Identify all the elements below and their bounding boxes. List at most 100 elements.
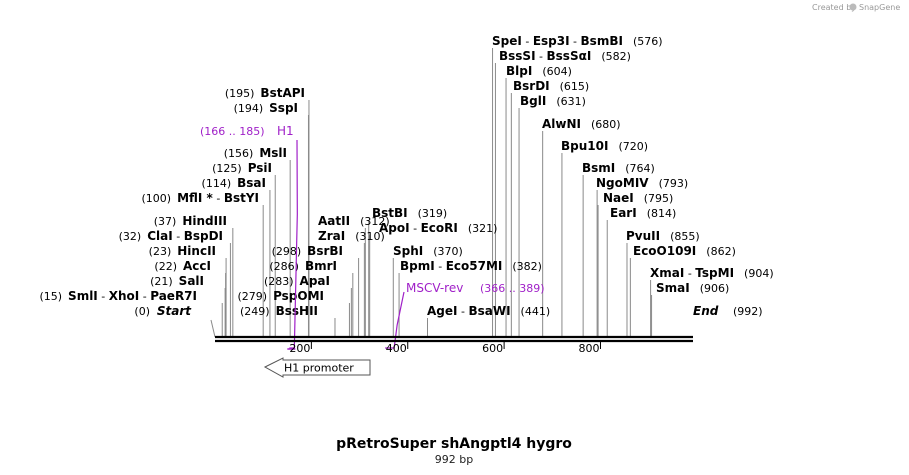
cut-site-xmai-tspmi[interactable]: XmaI - TspMI (904) bbox=[650, 266, 774, 280]
enzyme-name-hincii[interactable]: HincII bbox=[177, 244, 216, 258]
site-names-bmri[interactable]: BmrI bbox=[305, 259, 337, 273]
site-names-zrai[interactable]: ZraI bbox=[318, 229, 345, 243]
enzyme-name-sali[interactable]: SalI bbox=[179, 274, 204, 288]
enzyme-name-bsssi[interactable]: BssSI bbox=[499, 49, 536, 63]
enzyme-name-bstbi[interactable]: BstBI bbox=[372, 206, 408, 220]
site-names-naei[interactable]: NaeI bbox=[603, 191, 634, 205]
enzyme-name-bsmi[interactable]: BsmI bbox=[582, 161, 615, 175]
site-names-bstbi[interactable]: BstBI bbox=[372, 206, 408, 220]
enzyme-name-smai[interactable]: SmaI bbox=[656, 281, 690, 295]
site-names-blpi[interactable]: BlpI bbox=[506, 64, 532, 78]
cut-site-bsrdi[interactable]: BsrDI (615) bbox=[513, 79, 589, 93]
enzyme-name-bsrbi[interactable]: BsrBI bbox=[307, 244, 343, 258]
site-names-agei-bsawi[interactable]: AgeI - BsaWI bbox=[427, 304, 511, 318]
cut-site-clai-bspdi[interactable]: ClaI - BspDI (32) bbox=[119, 229, 223, 243]
site-names-acci[interactable]: AccI bbox=[183, 259, 211, 273]
site-names-pvuii[interactable]: PvuII bbox=[626, 229, 660, 243]
cut-site-aatii[interactable]: AatII (312) bbox=[318, 214, 390, 228]
enzyme-name-bgli[interactable]: BglI bbox=[520, 94, 546, 108]
cut-site-ngomiv[interactable]: NgoMIV (793) bbox=[596, 176, 688, 190]
cut-site-bgli[interactable]: BglI (631) bbox=[520, 94, 586, 108]
cut-site-sali[interactable]: SalI (21) bbox=[150, 274, 204, 288]
enzyme-name-mfli[interactable]: MflI * bbox=[177, 191, 213, 205]
feature-mscv-rev[interactable]: MSCV-rev (366 .. 389) bbox=[385, 281, 545, 349]
enzyme-name-hindiii[interactable]: HindIII bbox=[182, 214, 227, 228]
enzyme-name-xhoi[interactable]: XhoI bbox=[109, 289, 140, 303]
site-names-apoi-ecori[interactable]: ApoI - EcoRI bbox=[379, 221, 458, 235]
cut-site-apoi-ecori[interactable]: ApoI - EcoRI (321) bbox=[379, 221, 497, 235]
site-names-smai[interactable]: SmaI bbox=[656, 281, 690, 295]
cut-site-mfli-bstyi[interactable]: MflI * - BstYI (100) bbox=[141, 191, 259, 205]
enzyme-name-eco57mi[interactable]: Eco57MI bbox=[446, 259, 503, 273]
enzyme-name-bsai[interactable]: BsaI bbox=[237, 176, 266, 190]
site-names-apai[interactable]: ApaI bbox=[300, 274, 330, 288]
site-names-ecoo109i[interactable]: EcoO109I bbox=[633, 244, 696, 258]
enzyme-name-bpmi[interactable]: BpmI bbox=[400, 259, 435, 273]
cut-site-alwni[interactable]: AlwNI (680) bbox=[542, 117, 621, 131]
enzyme-name-bsawi[interactable]: BsaWI bbox=[468, 304, 510, 318]
cut-site-bstbi[interactable]: BstBI (319) bbox=[372, 206, 447, 220]
site-names-sali[interactable]: SalI bbox=[179, 274, 204, 288]
enzyme-name-spei[interactable]: SpeI bbox=[492, 34, 522, 48]
cut-site-spei-esp3i-bsmbi[interactable]: SpeI - Esp3I - BsmBI (576) bbox=[492, 34, 663, 48]
cut-site-bsshii[interactable]: BssHII (249) bbox=[240, 304, 318, 318]
enzyme-name-pspomi[interactable]: PspOMI bbox=[273, 289, 324, 303]
site-names-mfli-bstyi[interactable]: MflI * - BstYI bbox=[177, 191, 259, 205]
site-names-bpmi-eco57mi[interactable]: BpmI - Eco57MI bbox=[400, 259, 502, 273]
enzyme-name-bsss-i[interactable]: BssSαI bbox=[547, 49, 592, 63]
site-names-bsai[interactable]: BsaI bbox=[237, 176, 266, 190]
site-names-bstapi[interactable]: BstAPI bbox=[260, 86, 305, 100]
site-names-spei-esp3i-bsmbi[interactable]: SpeI - Esp3I - BsmBI bbox=[492, 34, 623, 48]
enzyme-name-acci[interactable]: AccI bbox=[183, 259, 211, 273]
enzyme-name-sspi[interactable]: SspI bbox=[269, 101, 298, 115]
enzyme-name-ecori[interactable]: EcoRI bbox=[421, 221, 458, 235]
enzyme-name-bsrdi[interactable]: BsrDI bbox=[513, 79, 550, 93]
h1-promoter-feature[interactable]: H1 promoter bbox=[263, 357, 371, 378]
cut-site-bmri[interactable]: BmrI (286) bbox=[269, 259, 337, 273]
site-names-aatii[interactable]: AatII bbox=[318, 214, 350, 228]
site-names-bsmi[interactable]: BsmI bbox=[582, 161, 615, 175]
enzyme-name-ecoo109i[interactable]: EcoO109I bbox=[633, 244, 696, 258]
cut-site-apai[interactable]: ApaI (283) bbox=[264, 274, 330, 288]
enzyme-name-bstapi[interactable]: BstAPI bbox=[260, 86, 305, 100]
cut-site-bstapi[interactable]: BstAPI (195) bbox=[225, 86, 305, 100]
enzyme-name-bmri[interactable]: BmrI bbox=[305, 259, 337, 273]
site-names-pspomi[interactable]: PspOMI bbox=[273, 289, 324, 303]
cut-site-hindiii[interactable]: HindIII (37) bbox=[154, 214, 227, 228]
enzyme-name-aatii[interactable]: AatII bbox=[318, 214, 350, 228]
cut-site-smai[interactable]: SmaI (906) bbox=[656, 281, 729, 295]
cut-site-bsrbi[interactable]: BsrBI (298) bbox=[272, 244, 343, 258]
enzyme-name-sphi[interactable]: SphI bbox=[393, 244, 423, 258]
enzyme-name-alwni[interactable]: AlwNI bbox=[542, 117, 581, 131]
site-names-psii[interactable]: PsiI bbox=[248, 161, 272, 175]
enzyme-name-bsshii[interactable]: BssHII bbox=[276, 304, 318, 318]
enzyme-name-agei[interactable]: AgeI bbox=[427, 304, 457, 318]
cut-site-naei[interactable]: NaeI (795) bbox=[603, 191, 673, 205]
site-names-sphi[interactable]: SphI bbox=[393, 244, 423, 258]
cut-site-sphi[interactable]: SphI (370) bbox=[393, 244, 463, 258]
enzyme-name-bspdi[interactable]: BspDI bbox=[184, 229, 223, 243]
enzyme-name-paer7i[interactable]: PaeR7I bbox=[150, 289, 197, 303]
enzyme-name-ngomiv[interactable]: NgoMIV bbox=[596, 176, 649, 190]
cut-site-bpmi-eco57mi[interactable]: BpmI - Eco57MI (382) bbox=[400, 259, 542, 273]
site-names-bpu10i[interactable]: Bpu10I bbox=[561, 139, 608, 153]
cut-site-smli-xhoi-paer7i[interactable]: SmlI - XhoI - PaeR7I (15) bbox=[39, 289, 197, 303]
site-names-clai-bspdi[interactable]: ClaI - BspDI bbox=[147, 229, 223, 243]
cut-site-eari[interactable]: EarI (814) bbox=[610, 206, 676, 220]
cut-site-hincii[interactable]: HincII (23) bbox=[149, 244, 216, 258]
cut-site-acci[interactable]: AccI (22) bbox=[154, 259, 211, 273]
cut-site-ecoo109i[interactable]: EcoO109I (862) bbox=[633, 244, 736, 258]
enzyme-name-apoi[interactable]: ApoI bbox=[379, 221, 410, 235]
site-names-alwni[interactable]: AlwNI bbox=[542, 117, 581, 131]
enzyme-name-psii[interactable]: PsiI bbox=[248, 161, 272, 175]
enzyme-name-zrai[interactable]: ZraI bbox=[318, 229, 345, 243]
enzyme-name-msli[interactable]: MslI bbox=[259, 146, 287, 160]
enzyme-name-bpu10i[interactable]: Bpu10I bbox=[561, 139, 608, 153]
enzyme-name-blpi[interactable]: BlpI bbox=[506, 64, 532, 78]
cut-site-bpu10i[interactable]: Bpu10I (720) bbox=[561, 139, 648, 153]
cut-site-bsai[interactable]: BsaI (114) bbox=[202, 176, 266, 190]
cut-site-psii[interactable]: PsiI (125) bbox=[212, 161, 272, 175]
enzyme-name-eari[interactable]: EarI bbox=[610, 206, 637, 220]
site-names-xmai-tspmi[interactable]: XmaI - TspMI bbox=[650, 266, 734, 280]
site-names-hindiii[interactable]: HindIII bbox=[182, 214, 227, 228]
